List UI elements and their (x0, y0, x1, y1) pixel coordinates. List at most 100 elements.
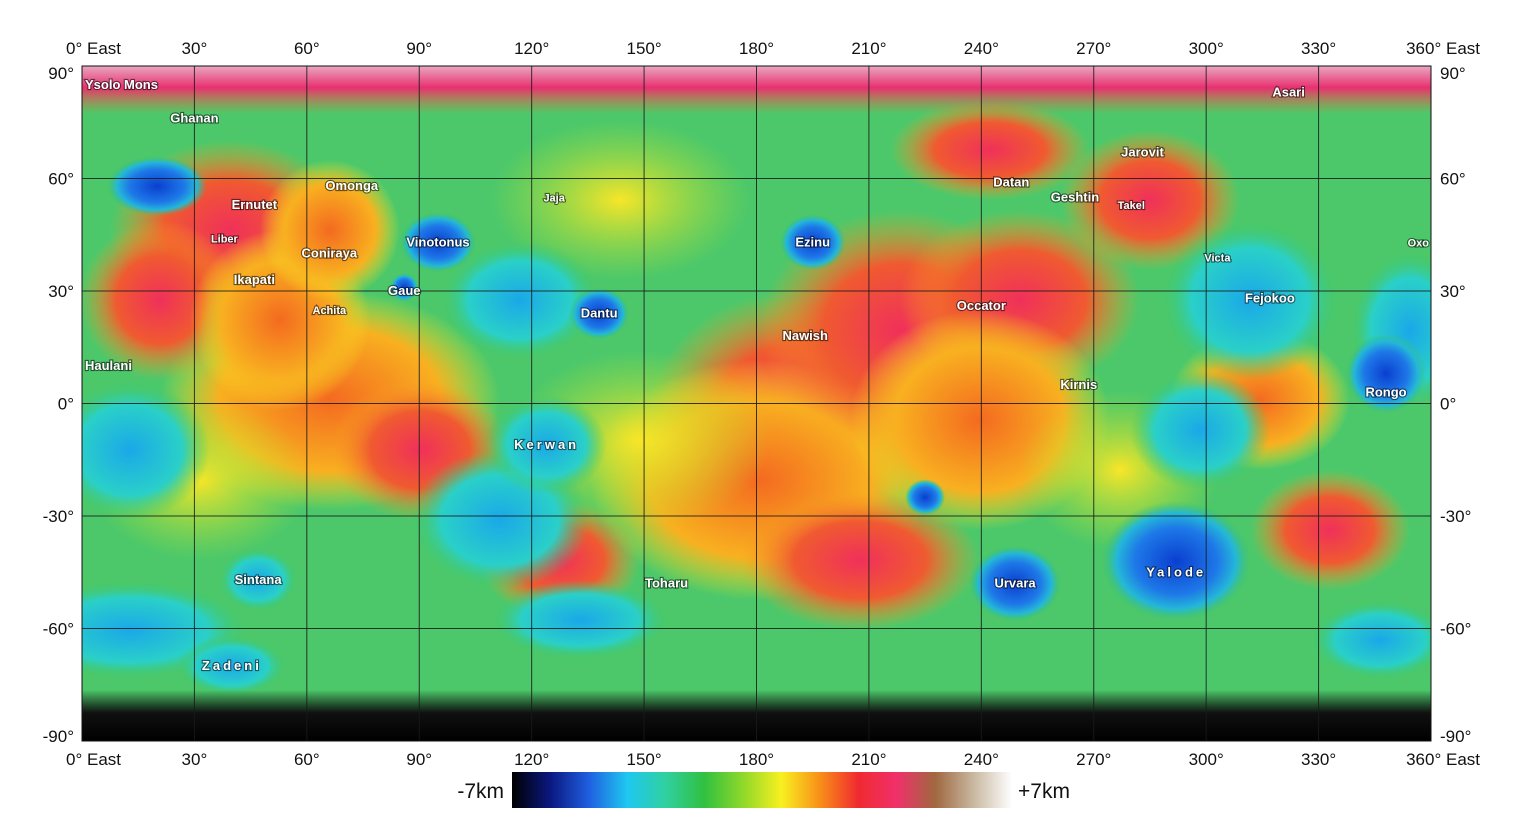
longitude-label: 330° (1301, 750, 1336, 769)
crater-basin (905, 479, 946, 516)
terrain-region (1160, 220, 1340, 380)
feature-label-toharu: Toharu (645, 576, 688, 591)
crater-basin (106, 156, 207, 216)
terrain-region (1130, 370, 1270, 490)
terrain-region (490, 580, 670, 660)
longitude-label: 240° (964, 750, 999, 769)
feature-label-geshtin: Geshtin (1051, 189, 1099, 204)
longitude-label: 210° (851, 39, 886, 58)
terrain-region (890, 100, 1090, 200)
longitude-label: 180° (739, 39, 774, 58)
crater-basin (176, 636, 287, 696)
elevation-scale: -7km +7km (457, 772, 1070, 808)
feature-labels: Ysolo Mons Ghanan Asari Jarovit Datan Geshtin… (84, 76, 1430, 674)
longitude-label: 120° (514, 39, 549, 58)
longitude-label: 150° (626, 39, 661, 58)
terrain-region (1060, 130, 1240, 270)
latitude-label: 30° (1440, 282, 1466, 301)
latitude-label: 90° (48, 64, 74, 83)
terrain-region (1250, 470, 1410, 590)
terrain-region (1310, 600, 1431, 680)
map-area: Ysolo Mons Ghanan Asari Jarovit Datan Geshtin… (82, 66, 1431, 741)
feature-label-takel: Takel (1118, 200, 1145, 212)
feature-label-kirnis: Kirnis (1060, 377, 1097, 392)
latitude-label: 0° (1440, 395, 1456, 414)
feature-label-nawish: Nawish (782, 328, 828, 343)
terrain-region (490, 120, 750, 280)
latitude-axis-left: 90° 60° 30° 0° -30° -60° -90° (43, 64, 74, 746)
crater-basin (779, 214, 846, 271)
feature-label-victa: Victa (1204, 252, 1231, 264)
crater-basin (969, 545, 1062, 622)
latitude-label: -60° (1440, 620, 1471, 639)
feature-label-ezinu: Ezinu (795, 234, 830, 249)
crater-basin (569, 287, 630, 340)
longitude-label: 360° East (1406, 750, 1480, 769)
feature-label-ikapati: Ikapati (234, 272, 275, 287)
longitude-label: 300° (1189, 750, 1224, 769)
feature-label-ernutet: Ernutet (232, 197, 278, 212)
feature-label-oxo: Oxo (1408, 237, 1430, 249)
terrain-region (440, 240, 600, 360)
crater-basin (218, 547, 299, 612)
longitude-label: 270° (1076, 750, 1111, 769)
feature-label-gaue: Gaue (388, 283, 421, 298)
feature-label-datan: Datan (993, 174, 1029, 189)
longitude-label: 330° (1301, 39, 1336, 58)
feature-label-coniraya: Coniraya (301, 246, 357, 261)
feature-label-ghanan: Ghanan (170, 111, 218, 126)
feature-label-jaja: Jaja (543, 192, 565, 204)
latitude-label: 0° (58, 395, 74, 414)
terrain-region (740, 490, 980, 630)
scale-bar (512, 772, 1012, 808)
feature-label-sintana: Sintana (235, 572, 283, 587)
terrain-layer (82, 100, 1431, 696)
feature-label-rongo: Rongo (1365, 384, 1406, 399)
longitude-label: 300° (1189, 39, 1224, 58)
crater-basin (486, 394, 607, 495)
feature-label-omonga: Omonga (325, 178, 378, 193)
crater-basin (1101, 501, 1252, 621)
latitude-label: -30° (1440, 507, 1471, 526)
feature-label-asari: Asari (1272, 84, 1305, 99)
feature-label-jarovit: Jarovit (1121, 144, 1164, 159)
terrain-region (82, 380, 210, 520)
scale-max-label: +7km (1018, 780, 1070, 803)
latitude-axis-right: 90° 60° 30° 0° -30° -60° -90° (1440, 64, 1471, 746)
crater-basin (1346, 333, 1427, 414)
feature-label-ysolo-mons: Ysolo Mons (85, 77, 158, 92)
longitude-axis-bottom: 0° East 30° 60° 90° 120° 150° 180° 210° 240° 270°… (66, 750, 1480, 769)
feature-label-zadeni: Zadeni (202, 658, 262, 673)
latitude-label: -90° (43, 727, 74, 746)
feature-label-yalode: Yalode (1146, 564, 1206, 579)
latitude-label: -30° (43, 507, 74, 526)
latitude-label: 30° (48, 282, 74, 301)
longitude-label: 150° (626, 750, 661, 769)
longitude-label: 30° (182, 750, 208, 769)
longitude-label: 180° (739, 750, 774, 769)
longitude-label: 240° (964, 39, 999, 58)
crater-basin (390, 273, 419, 302)
longitude-label: 60° (294, 750, 320, 769)
feature-label-haulani: Haulani (85, 358, 132, 373)
feature-label-urvara: Urvara (994, 576, 1036, 591)
feature-label-vinotonus: Vinotonus (406, 234, 469, 249)
scale-min-label: -7km (457, 780, 504, 803)
longitude-label: 60° (294, 39, 320, 58)
latitude-label: -60° (43, 620, 74, 639)
longitude-label: 120° (514, 750, 549, 769)
graticule (82, 66, 1431, 741)
longitude-label: 0° East (66, 39, 121, 58)
longitude-label: 90° (406, 750, 432, 769)
latitude-label: 90° (1440, 64, 1466, 83)
longitude-label: 30° (182, 39, 208, 58)
feature-label-fejokoo: Fejokoo (1245, 291, 1295, 306)
latitude-label: -90° (1440, 727, 1471, 746)
longitude-label: 90° (406, 39, 432, 58)
feature-label-kerwan: Kerwan (514, 437, 579, 452)
longitude-label: 360° East (1406, 39, 1480, 58)
longitude-axis-top: 0° East 30° 60° 90° 120° 150° 180° 210° 240° 270°… (66, 39, 1480, 58)
longitude-label: 270° (1076, 39, 1111, 58)
feature-label-dantu: Dantu (581, 306, 618, 321)
feature-label-liber: Liber (211, 234, 239, 246)
